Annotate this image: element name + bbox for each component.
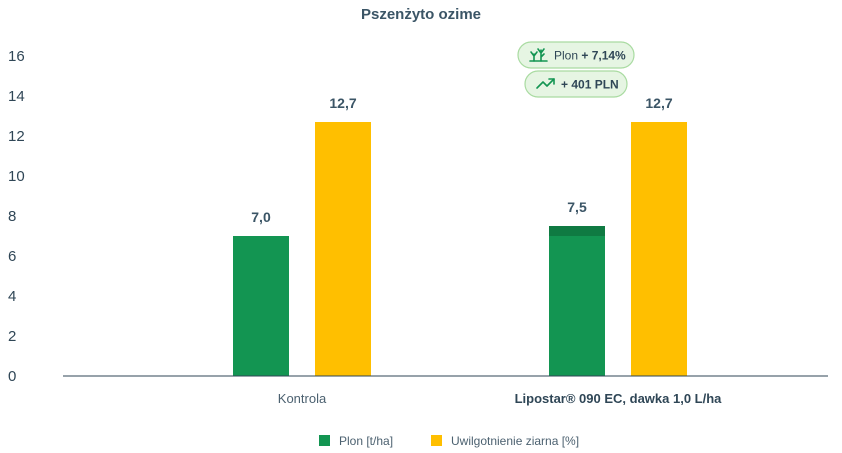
data-label: 7,0	[251, 209, 271, 225]
bar-plon-2	[549, 226, 605, 376]
y-tick-label: 14	[8, 88, 25, 105]
bar-uwilgotnienie-1	[315, 122, 371, 376]
chart-title: Pszenżyto ozime	[361, 6, 481, 23]
data-label: 7,5	[567, 199, 587, 215]
legend-swatch	[431, 435, 442, 446]
y-tick-label: 16	[8, 48, 25, 65]
y-axis: 0 2 4 6 8 10 12 14 16	[8, 48, 25, 385]
legend-label: Plon [t/ha]	[339, 434, 393, 448]
bar-plon-1	[233, 236, 289, 376]
annotations: Plon + 7,14% + 401 PLN	[517, 41, 635, 98]
legend: Plon [t/ha] Uwilgotnienie ziarna [%]	[319, 434, 579, 448]
annotation-badge: + 401 PLN	[524, 70, 628, 98]
bars: 7,0 12,7 7,5 12,7	[233, 95, 687, 376]
y-tick-label: 12	[8, 128, 25, 145]
y-tick-label: 0	[8, 368, 16, 385]
legend-label: Uwilgotnienie ziarna [%]	[451, 434, 579, 448]
bar-uwilgotnienie-2	[631, 122, 687, 376]
trending-up-icon	[536, 78, 555, 89]
x-axis: Kontrola Lipostar® 090 EC, dawka 1,0 L/ha	[278, 391, 722, 406]
data-label: 12,7	[329, 95, 356, 111]
annotation-badge: Plon + 7,14%	[517, 41, 635, 69]
legend-item: Plon [t/ha]	[319, 434, 393, 448]
legend-swatch	[319, 435, 330, 446]
y-tick-label: 6	[8, 248, 16, 265]
y-tick-label: 4	[8, 288, 16, 305]
annotation-text: + 401 PLN	[561, 78, 619, 92]
bar-plon-increase	[549, 226, 605, 236]
y-tick-label: 2	[8, 328, 16, 345]
x-tick-label: Lipostar® 090 EC, dawka 1,0 L/ha	[515, 391, 723, 406]
x-tick-label: Kontrola	[278, 391, 327, 406]
y-tick-label: 10	[8, 168, 25, 185]
annotation-text: Plon + 7,14%	[554, 49, 626, 63]
data-label: 12,7	[645, 95, 672, 111]
legend-item: Uwilgotnienie ziarna [%]	[431, 434, 579, 448]
y-tick-label: 8	[8, 208, 16, 225]
annotation-badge-bg	[524, 70, 628, 98]
plant-growth-icon	[529, 48, 548, 62]
